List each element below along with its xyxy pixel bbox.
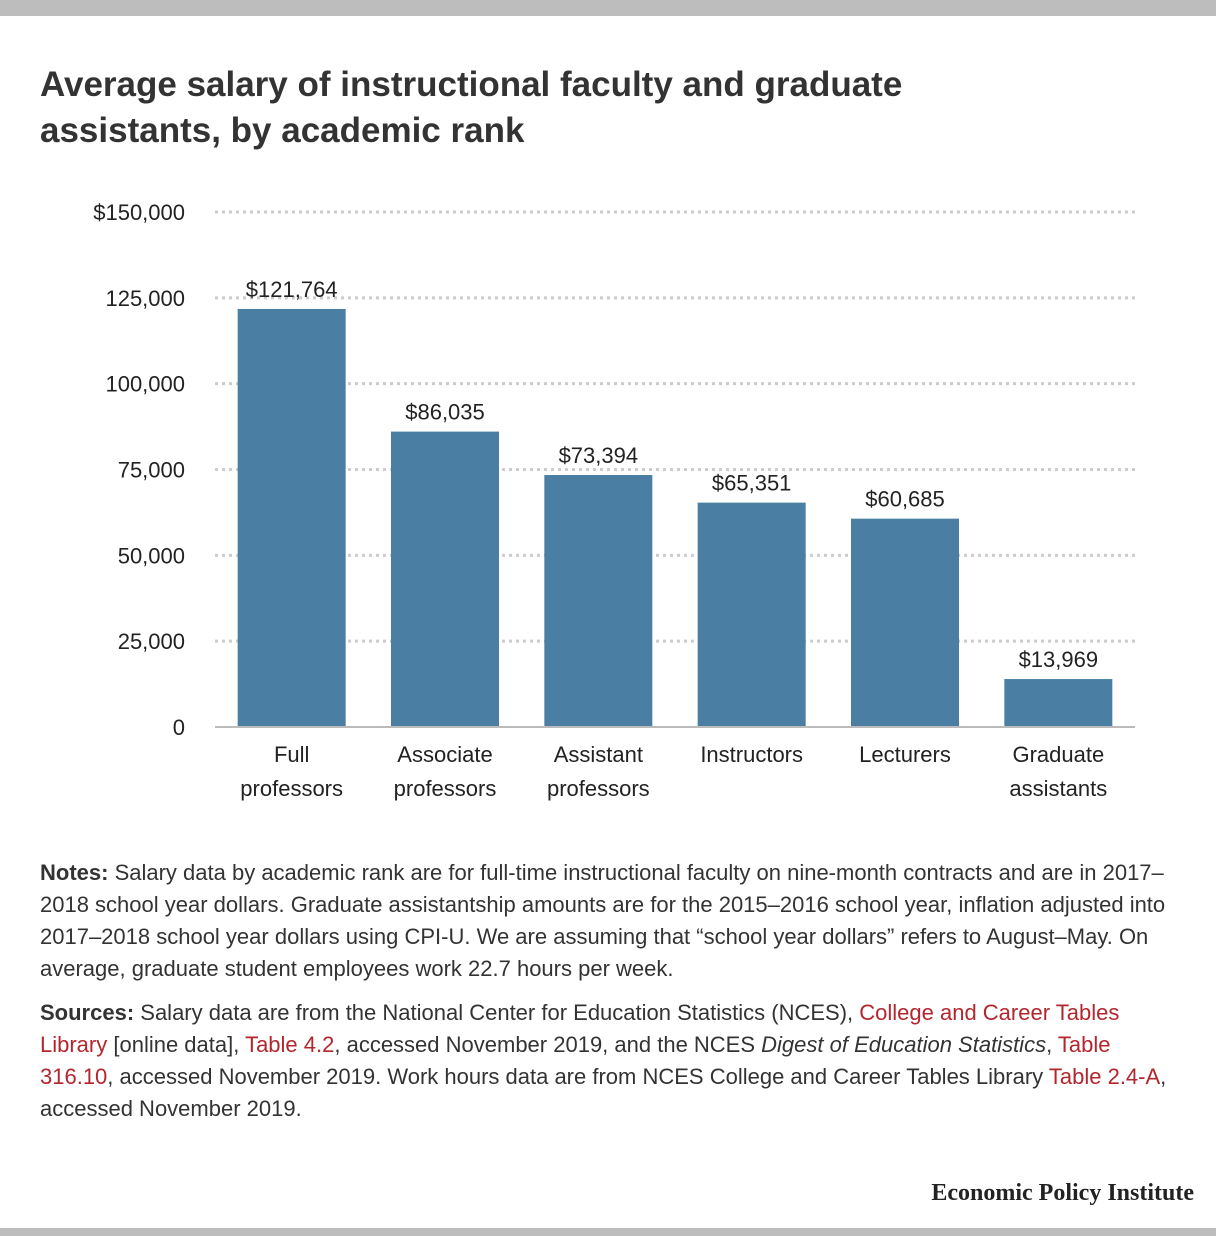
y-tick-label: 75,000 xyxy=(118,458,185,483)
data-label: $65,351 xyxy=(712,471,792,496)
bar xyxy=(544,475,653,727)
x-tick-label: professors xyxy=(394,776,497,801)
chart-title: Average salary of instructional faculty … xyxy=(40,65,903,150)
sources-paragraph: Sources: Salary data are from the Nation… xyxy=(40,997,1180,1125)
sources-text-4: , xyxy=(1046,1032,1058,1057)
x-tick-label: professors xyxy=(240,776,343,801)
x-tick-label: Full xyxy=(274,742,309,767)
link-table-316-10[interactable]: Table 316.10 xyxy=(40,1032,1111,1089)
y-tick-label: 100,000 xyxy=(105,372,185,397)
sources-text-1: Salary data are from the National Center… xyxy=(134,1000,860,1025)
y-tick-label: 25,000 xyxy=(118,629,185,654)
digest-title: Digest of Education Statistics xyxy=(761,1032,1047,1057)
brand-logo-text: Economic Policy Institute xyxy=(931,1180,1194,1206)
bar xyxy=(851,518,959,727)
data-label: $13,969 xyxy=(1019,647,1099,672)
bottom-border xyxy=(0,1228,1216,1236)
bar xyxy=(391,431,499,727)
x-tick-label: Instructors xyxy=(700,742,803,767)
top-border xyxy=(0,0,1216,16)
data-label: $86,035 xyxy=(405,400,485,425)
y-tick-label: $150,000 xyxy=(93,200,185,225)
bar xyxy=(697,502,806,727)
y-tick-label: 50,000 xyxy=(118,543,185,568)
y-tick-label: 125,000 xyxy=(105,286,185,311)
notes-text: Salary data by academic rank are for ful… xyxy=(40,860,1166,981)
notes-section: Notes: Salary data by academic rank are … xyxy=(40,857,1180,1137)
notes-label: Notes: xyxy=(40,860,109,885)
sources-text-6: , accessed November 2019. xyxy=(40,1064,1167,1121)
x-tick-label: Graduate xyxy=(1012,742,1104,767)
x-tick-label: Associate xyxy=(397,742,492,767)
sources-text-5: , accessed November 2019. Work hours dat… xyxy=(107,1064,1049,1089)
data-label: $73,394 xyxy=(559,443,639,468)
x-tick-label: Lecturers xyxy=(859,742,951,767)
link-table-4-2[interactable]: Table 4.2 xyxy=(245,1032,335,1057)
notes-paragraph: Notes: Salary data by academic rank are … xyxy=(40,857,1180,985)
data-label: $60,685 xyxy=(865,487,945,512)
bar-chart: 0 25,000 50,000 75,000 100,000 125,000 $150,00… xyxy=(93,200,1135,801)
sources-text-2: [online data], xyxy=(107,1032,246,1057)
x-tick-label: professors xyxy=(547,776,650,801)
y-tick-label: 0 xyxy=(173,715,185,740)
sources-label: Sources: xyxy=(40,1000,135,1025)
bar xyxy=(1004,679,1113,727)
bar xyxy=(237,308,346,727)
link-table-2-4-a[interactable]: Table 2.4-A xyxy=(1048,1064,1161,1089)
x-tick-label: assistants xyxy=(1009,776,1107,801)
link-college-career-tables[interactable]: College and Career Tables Library xyxy=(40,1000,1120,1057)
x-tick-label: Assistant xyxy=(554,742,643,767)
data-label: $121,764 xyxy=(246,277,338,302)
sources-text-3: , accessed November 2019, and the NCES xyxy=(334,1032,762,1057)
